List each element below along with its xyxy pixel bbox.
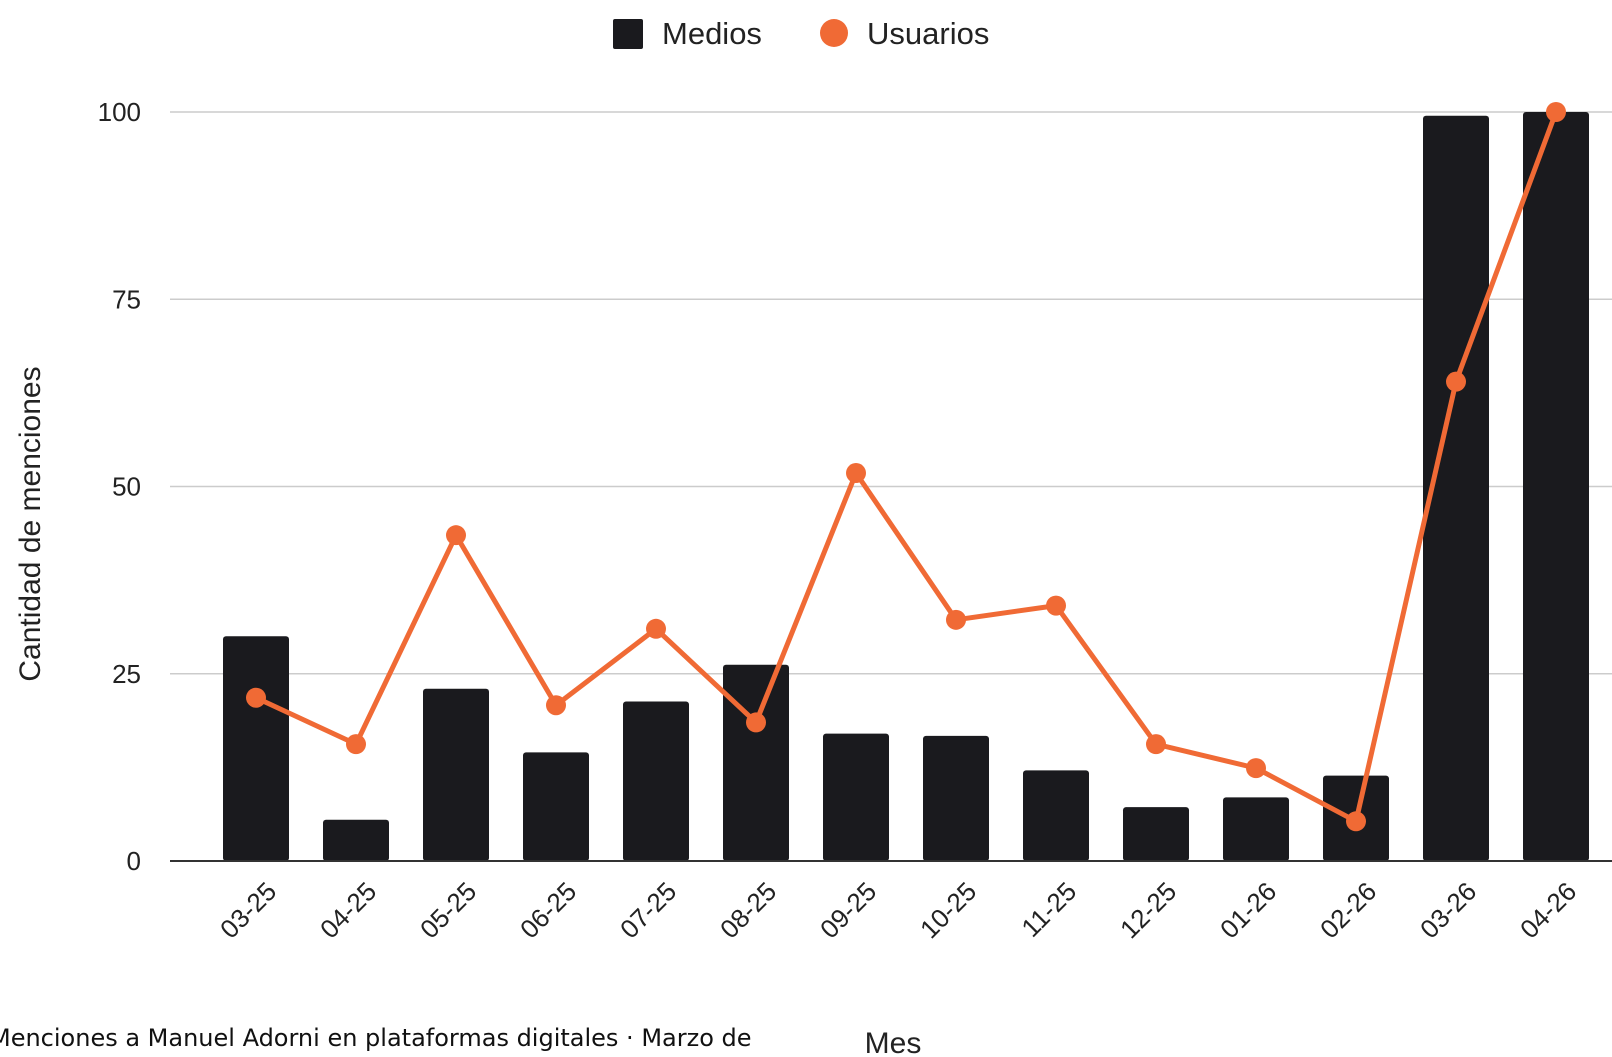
- x-tick-label: 07-25: [614, 876, 682, 944]
- x-axis-title: Mes: [865, 1027, 922, 1057]
- legend-swatch-medios: [613, 19, 643, 49]
- x-tick-label: 02-26: [1314, 876, 1382, 944]
- gridlines: [170, 111, 1612, 675]
- y-tick-label: 0: [127, 846, 141, 876]
- x-tick-label: 08-25: [714, 876, 782, 944]
- bars-medios: [223, 112, 1589, 862]
- point-usuarios: [246, 687, 266, 708]
- x-axis-ticks: 03-25 04-25 05-25 06-25 07-25 08-25 09-25 10-25…: [214, 876, 1582, 944]
- point-usuarios: [1446, 371, 1466, 392]
- legend: Medios Usuarios: [613, 16, 989, 51]
- x-tick-label: 03-26: [1414, 876, 1482, 944]
- y-axis-title: Cantidad de menciones: [14, 366, 47, 681]
- x-tick-label: 12-25: [1114, 876, 1182, 944]
- bar-medios: [523, 752, 589, 861]
- point-usuarios: [946, 609, 966, 630]
- point-usuarios: [446, 525, 466, 546]
- line-usuarios: [246, 102, 1566, 832]
- bar-medios: [723, 664, 789, 861]
- y-tick-label: 25: [112, 659, 141, 689]
- bar-medios: [1423, 115, 1489, 862]
- legend-label-medios: Medios: [662, 16, 762, 51]
- point-usuarios: [1346, 811, 1366, 832]
- point-usuarios: [1046, 595, 1066, 616]
- x-tick-label: 10-25: [914, 876, 982, 944]
- point-usuarios: [846, 463, 866, 484]
- x-tick-label: 09-25: [814, 876, 882, 944]
- bar-medios: [323, 819, 389, 861]
- bar-medios: [1523, 112, 1589, 861]
- chart-caption: Menciones a Manuel Adorni en plataformas…: [0, 1024, 752, 1052]
- bar-medios: [623, 701, 689, 861]
- y-tick-label: 100: [98, 97, 141, 127]
- point-usuarios: [1546, 102, 1566, 122]
- y-tick-label: 75: [112, 284, 141, 314]
- point-usuarios: [746, 712, 766, 733]
- x-tick-label: 06-25: [514, 876, 582, 944]
- y-axis-ticks: 0 25 50 75 100: [98, 97, 141, 876]
- point-usuarios: [646, 618, 666, 639]
- x-tick-label: 04-26: [1514, 876, 1582, 944]
- legend-swatch-usuarios: [820, 19, 848, 47]
- bar-medios: [1123, 807, 1189, 861]
- bar-medios: [923, 735, 989, 861]
- x-tick-label: 01-26: [1214, 876, 1282, 944]
- point-usuarios: [346, 734, 366, 755]
- bar-medios: [823, 733, 889, 861]
- line-path-usuarios: [254, 111, 1559, 824]
- x-tick-label: 11-25: [1015, 876, 1082, 943]
- x-tick-label: 04-25: [314, 876, 382, 944]
- bar-medios: [223, 636, 289, 861]
- legend-label-usuarios: Usuarios: [867, 16, 989, 51]
- point-usuarios: [546, 695, 566, 716]
- bar-medios: [1223, 797, 1289, 861]
- x-tick-label: 05-25: [414, 876, 482, 944]
- x-tick-label: 03-25: [214, 876, 282, 944]
- bar-medios: [423, 688, 489, 861]
- point-usuarios: [1146, 734, 1166, 755]
- point-usuarios: [1246, 758, 1266, 779]
- bar-medios: [1023, 770, 1089, 861]
- y-tick-label: 50: [112, 472, 141, 502]
